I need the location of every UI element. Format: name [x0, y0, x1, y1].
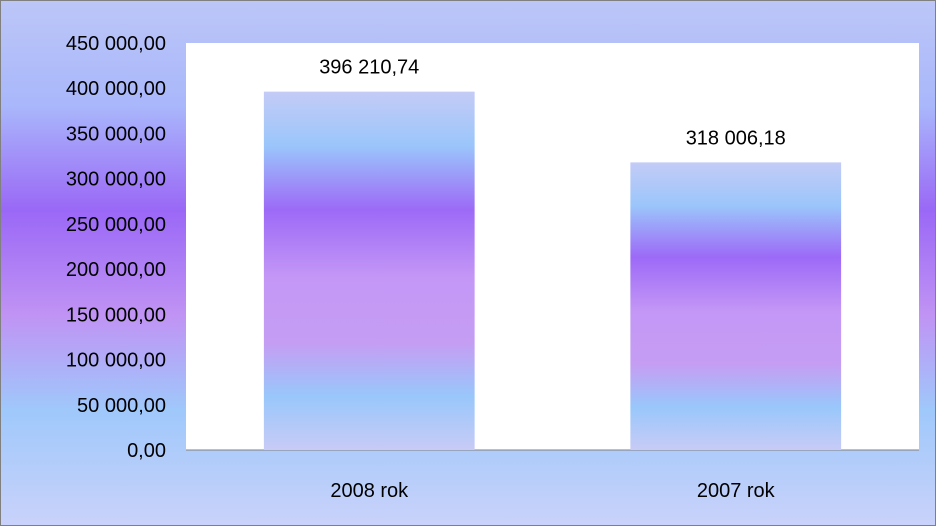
data-label: 396 210,74 — [319, 57, 419, 79]
data-label: 318 006,18 — [686, 127, 786, 149]
x-tick-label: 2008 rok — [330, 480, 409, 502]
y-tick-label: 400 000,00 — [66, 78, 166, 100]
y-tick-label: 250 000,00 — [66, 214, 166, 236]
y-axis-ticks: 0,00 50 000,00 100 000,00 150 000,00 200 000… — [66, 33, 166, 462]
x-axis-labels: 2008 rok 2007 rok — [330, 480, 775, 502]
bars-group — [263, 91, 842, 450]
y-tick-label: 0,00 — [127, 440, 166, 462]
y-tick-label: 200 000,00 — [66, 259, 166, 281]
y-tick-label: 150 000,00 — [66, 304, 166, 326]
x-tick-label: 2007 rok — [697, 480, 776, 502]
y-tick-label: 100 000,00 — [66, 350, 166, 372]
data-labels-group: 396 210,74 318 006,18 — [319, 57, 786, 150]
bar[interactable] — [263, 91, 475, 450]
y-tick-label: 300 000,00 — [66, 169, 166, 191]
y-tick-label: 450 000,00 — [66, 33, 166, 55]
bar[interactable] — [630, 162, 842, 450]
y-tick-label: 350 000,00 — [66, 123, 166, 145]
y-tick-label: 50 000,00 — [77, 395, 166, 417]
